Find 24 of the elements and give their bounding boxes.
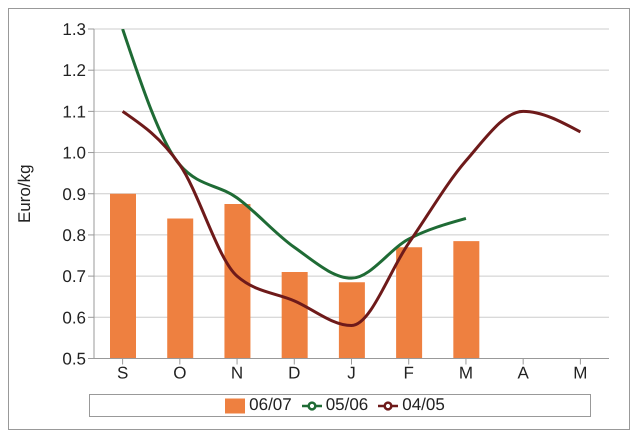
x-tick-label: F xyxy=(404,364,414,383)
x-tick-label: O xyxy=(173,364,186,383)
legend-label: 04/05 xyxy=(402,395,445,414)
y-tick-label: 1.0 xyxy=(62,144,86,163)
y-tick-label: 1.2 xyxy=(62,61,86,80)
y-tick-label: 0.5 xyxy=(62,350,86,369)
y-axis-title: Euro/kg xyxy=(15,164,34,224)
y-tick-label: 0.7 xyxy=(62,267,86,286)
y-tick-label: 1.1 xyxy=(62,102,86,122)
x-tick-label: M xyxy=(573,364,588,383)
x-tick-label: J xyxy=(347,364,356,383)
y-tick-label: 0.6 xyxy=(62,308,86,328)
x-tick-label: N xyxy=(230,364,244,383)
x-tick-label: A xyxy=(517,364,530,383)
x-tick-label: S xyxy=(116,364,128,383)
line-series xyxy=(121,110,582,328)
x-tick-label: D xyxy=(288,364,300,383)
legend-label: 06/07 xyxy=(249,395,292,414)
y-tick-label: 0.9 xyxy=(62,184,86,204)
line-series xyxy=(121,29,468,280)
legend-label: 05/06 xyxy=(326,395,368,414)
x-tick-label: M xyxy=(458,364,474,383)
y-tick-label: 0.8 xyxy=(62,226,86,245)
y-tick-label: 1.3 xyxy=(62,20,86,40)
